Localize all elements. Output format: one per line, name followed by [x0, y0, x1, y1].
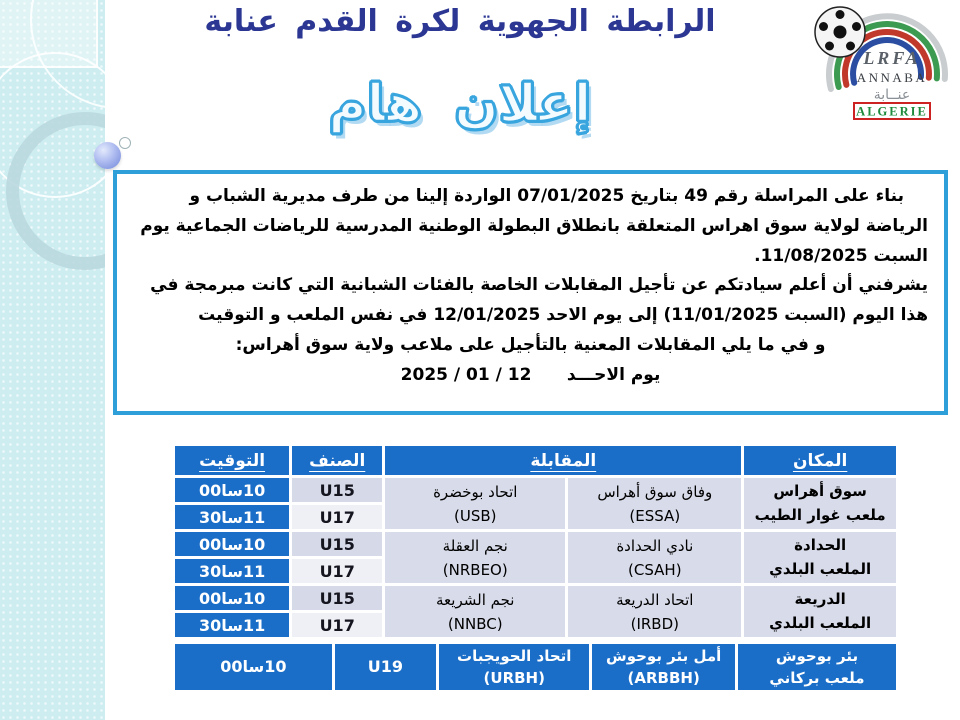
matches-table-final-row: بئر بوحوش ملعب بركاني أمل بئر بوحوش (ARB…: [172, 641, 899, 693]
team-cell: نجم العقلة (NRBEO): [385, 532, 566, 583]
announcement-paragraph-1: بناء على المراسلة رقم 49 بتاريخ 07/01/20…: [140, 186, 928, 266]
table-row: U17 11سا30: [175, 505, 896, 529]
stadium-name: الملعب البلدي: [769, 559, 872, 578]
league-logo: LRFA ANNABA عنــابة ALGERIE: [802, 2, 952, 122]
team-name: اتحاد الحويجبات: [457, 646, 572, 665]
team-name: نادي الحدادة: [616, 536, 694, 555]
table-header-row: المكان المقابلة الصنف التوقيت: [175, 446, 896, 475]
team-cell: اتحاد الحويجبات (URBH): [439, 644, 590, 690]
team-name: اتحاد الدريعة: [616, 590, 694, 609]
team-cell: اتحاد الدريعة (IRBD): [568, 586, 742, 637]
time-cell: 10سا00: [175, 532, 290, 556]
team-code: (IRBD): [630, 614, 679, 633]
stadium-name: الملعب البلدي: [769, 613, 872, 632]
team-code: (NRBEO): [442, 560, 508, 579]
stadium-name: ملعب غوار الطيب: [754, 505, 886, 524]
place-name: الحدادة: [794, 536, 847, 555]
place-name: الدريعة: [794, 590, 846, 609]
place-name: بئر بوحوش: [775, 646, 859, 665]
logo-badge-frame: [853, 102, 931, 120]
team-name: نجم الشريعة: [436, 590, 515, 609]
logo-text-algerie: ALGERIE: [856, 105, 928, 119]
stadium-name: ملعب بركاني: [769, 669, 865, 687]
team-code: (USB): [454, 506, 497, 525]
time-cell: 10سا00: [175, 586, 290, 610]
logo-text-annaba: ANNABA: [857, 70, 928, 85]
announcement-box: بناء على المراسلة رقم 49 بتاريخ 07/01/20…: [113, 170, 948, 415]
category-cell: U17: [292, 613, 383, 637]
table-row: U17 11سا30: [175, 559, 896, 583]
header-category: الصنف: [292, 446, 383, 475]
logo-text-lrfa: LRFA: [862, 48, 920, 68]
logo-arc-blue: [850, 36, 924, 86]
team-code: (NNBC): [447, 614, 503, 633]
header-match: المقابلة: [385, 446, 742, 475]
team-name: وفاق سوق أهراس: [597, 482, 713, 501]
announcement-date-line: يوم الاحـــد 12 / 01 / 2025: [400, 364, 661, 385]
team-name: أمل بئر بوحوش: [606, 646, 722, 665]
announcement-paragraph-3: و في ما يلي المقابلات المعنية بالتأجيل ع…: [235, 334, 826, 355]
time-cell: 10سا00: [175, 478, 290, 502]
logo-arc-gray: [826, 13, 948, 92]
team-code: (ARBBH): [627, 669, 700, 687]
side-decoration-strip: [0, 0, 105, 720]
place-name: سوق أهراس: [773, 482, 867, 501]
team-name: اتحاد بوخضرة: [433, 482, 518, 501]
circle-decoration: [119, 137, 131, 149]
category-cell: U19: [334, 644, 437, 690]
logo-arc-red: [841, 29, 932, 88]
sphere-decoration: [94, 142, 121, 169]
page-title: الرابطة الجهوية لكرة القدم عنابة: [204, 4, 716, 39]
team-cell: اتحاد بوخضرة (USB): [385, 478, 566, 529]
place-cell: الدريعة الملعب البلدي: [744, 586, 896, 637]
table-row: الحدادة الملعب البلدي نادي الحدادة (CSAH…: [175, 532, 896, 583]
time-cell: 11سا30: [175, 505, 290, 529]
place-cell: بئر بوحوش ملعب بركاني: [737, 644, 896, 690]
team-code: (ESSA): [629, 506, 681, 525]
team-code: (URBH): [483, 669, 545, 687]
announcement-paragraph-2: يشرفني أن أعلم سيادتكم عن تأجيل المقابلا…: [150, 275, 928, 325]
table-row: U17 11سا30: [175, 613, 896, 637]
logo-arc-green: [834, 21, 940, 90]
team-cell: أمل بئر بوحوش (ARBBH): [592, 644, 735, 690]
matches-table: المكان المقابلة الصنف التوقيت سوق أهراس …: [172, 443, 899, 640]
table-row: الدريعة الملعب البلدي اتحاد الدريعة (IRB…: [175, 586, 896, 637]
soccer-ball-icon: [814, 6, 866, 58]
team-name: نجم العقلة: [442, 536, 508, 555]
category-cell: U15: [292, 478, 383, 502]
team-code: (CSAH): [628, 560, 682, 579]
category-cell: U17: [292, 559, 383, 583]
matches-table-section: المكان المقابلة الصنف التوقيت سوق أهراس …: [172, 443, 899, 693]
place-cell: سوق أهراس ملعب غوار الطيب: [744, 478, 896, 529]
important-announcement-wordart: إعلان هام: [327, 73, 592, 136]
time-cell: 11سا30: [175, 559, 290, 583]
team-cell: نادي الحدادة (CSAH): [568, 532, 742, 583]
time-cell: 11سا30: [175, 613, 290, 637]
logo-text-arabic: عنــابة: [874, 87, 910, 103]
header-time: التوقيت: [175, 446, 290, 475]
time-cell: 10سا00: [175, 644, 332, 690]
header-place: المكان: [744, 446, 896, 475]
table-row: سوق أهراس ملعب غوار الطيب وفاق سوق أهراس…: [175, 478, 896, 529]
category-cell: U15: [292, 586, 383, 610]
category-cell: U17: [292, 505, 383, 529]
category-cell: U15: [292, 532, 383, 556]
table-row: بئر بوحوش ملعب بركاني أمل بئر بوحوش (ARB…: [175, 644, 896, 690]
place-cell: الحدادة الملعب البلدي: [744, 532, 896, 583]
team-cell: نجم الشريعة (NNBC): [385, 586, 566, 637]
league-logo-graphic: LRFA ANNABA عنــابة ALGERIE: [814, 6, 948, 120]
team-cell: وفاق سوق أهراس (ESSA): [568, 478, 742, 529]
